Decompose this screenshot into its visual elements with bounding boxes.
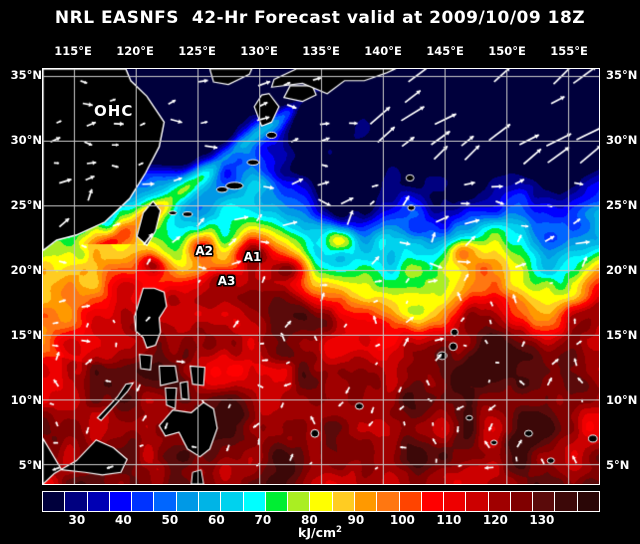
lon-tick-label: 120°E bbox=[116, 44, 154, 58]
colorbar-unit-label: kJ/cm2 bbox=[298, 525, 342, 541]
colorbar bbox=[42, 491, 600, 512]
lon-tick-label: 145°E bbox=[426, 44, 464, 58]
lon-tick-label: 150°E bbox=[488, 44, 526, 58]
figure-title: NRL EASNFS 42-Hr Forecast valid at 2009/… bbox=[54, 8, 586, 28]
lon-tick-label: 130°E bbox=[240, 44, 278, 58]
colorbar-cell bbox=[65, 492, 88, 511]
lat-tick-label-left: 15°N bbox=[10, 328, 42, 343]
colorbar-cell bbox=[510, 492, 534, 511]
colorbar-cell bbox=[154, 492, 177, 511]
colorbar-cell bbox=[198, 492, 222, 511]
ohc-heatmap-canvas bbox=[43, 69, 599, 484]
colorbar-tick-label: 110 bbox=[436, 513, 462, 527]
colorbar-tick-label: 50 bbox=[161, 513, 179, 527]
colorbar-cell bbox=[421, 492, 445, 511]
colorbar-tick-label: 40 bbox=[115, 513, 132, 527]
lon-tick-label: 140°E bbox=[364, 44, 402, 58]
colorbar-cell bbox=[109, 492, 133, 511]
colorbar-cell bbox=[87, 492, 110, 511]
lat-tick-label-left: 10°N bbox=[10, 393, 42, 408]
lat-tick-label-left: 35°N bbox=[10, 67, 42, 82]
colorbar-cell bbox=[377, 492, 400, 511]
colorbar-cell bbox=[444, 492, 467, 511]
colorbar-cell bbox=[243, 492, 266, 511]
lat-tick-label-left: 30°N bbox=[10, 132, 42, 147]
colorbar-tick-label: 30 bbox=[68, 513, 86, 527]
colorbar-cell bbox=[265, 492, 289, 511]
map-panel[interactable]: OHC A1 A2 A3 bbox=[42, 68, 600, 485]
colorbar-cell bbox=[332, 492, 355, 511]
colorbar-tick-label: 70 bbox=[254, 513, 272, 527]
colorbar-cell bbox=[176, 492, 199, 511]
colorbar-cell bbox=[288, 492, 311, 511]
colorbar-cell bbox=[577, 492, 600, 511]
colorbar-tick-label: 120 bbox=[482, 513, 508, 527]
lat-tick-label-left: 20°N bbox=[10, 262, 42, 277]
colorbar-tick-label: 130 bbox=[529, 513, 555, 527]
colorbar-cell bbox=[221, 492, 244, 511]
colorbar-tick-label: 90 bbox=[347, 513, 365, 527]
lat-tick-label-right: 35°N bbox=[606, 67, 638, 82]
colorbar-cell bbox=[399, 492, 422, 511]
lat-tick-label-right: 25°N bbox=[606, 197, 638, 212]
lat-tick-label-right: 10°N bbox=[606, 393, 638, 408]
colorbar-cell bbox=[43, 492, 66, 511]
colorbar-cell bbox=[555, 492, 578, 511]
lon-tick-label: 155°E bbox=[550, 44, 588, 58]
lat-tick-label-right: 30°N bbox=[606, 132, 638, 147]
lat-tick-label-left: 25°N bbox=[10, 197, 42, 212]
lon-tick-label: 125°E bbox=[178, 44, 216, 58]
lat-tick-label-right: 5°N bbox=[606, 458, 630, 473]
colorbar-tick-label: 100 bbox=[389, 513, 415, 527]
colorbar-cell bbox=[533, 492, 556, 511]
colorbar-cell bbox=[310, 492, 333, 511]
lon-tick-label: 135°E bbox=[302, 44, 340, 58]
lon-tick-label: 115°E bbox=[54, 44, 92, 58]
lat-tick-label-right: 20°N bbox=[606, 262, 638, 277]
colorbar-tick-label: 60 bbox=[208, 513, 225, 527]
colorbar-cell bbox=[354, 492, 378, 511]
colorbar-cell bbox=[132, 492, 155, 511]
lat-tick-label-right: 15°N bbox=[606, 328, 638, 343]
colorbar-cell bbox=[488, 492, 511, 511]
lat-tick-label-left: 5°N bbox=[18, 458, 42, 473]
colorbar-cell bbox=[466, 492, 489, 511]
colorbar-tick-label: 80 bbox=[301, 513, 318, 527]
